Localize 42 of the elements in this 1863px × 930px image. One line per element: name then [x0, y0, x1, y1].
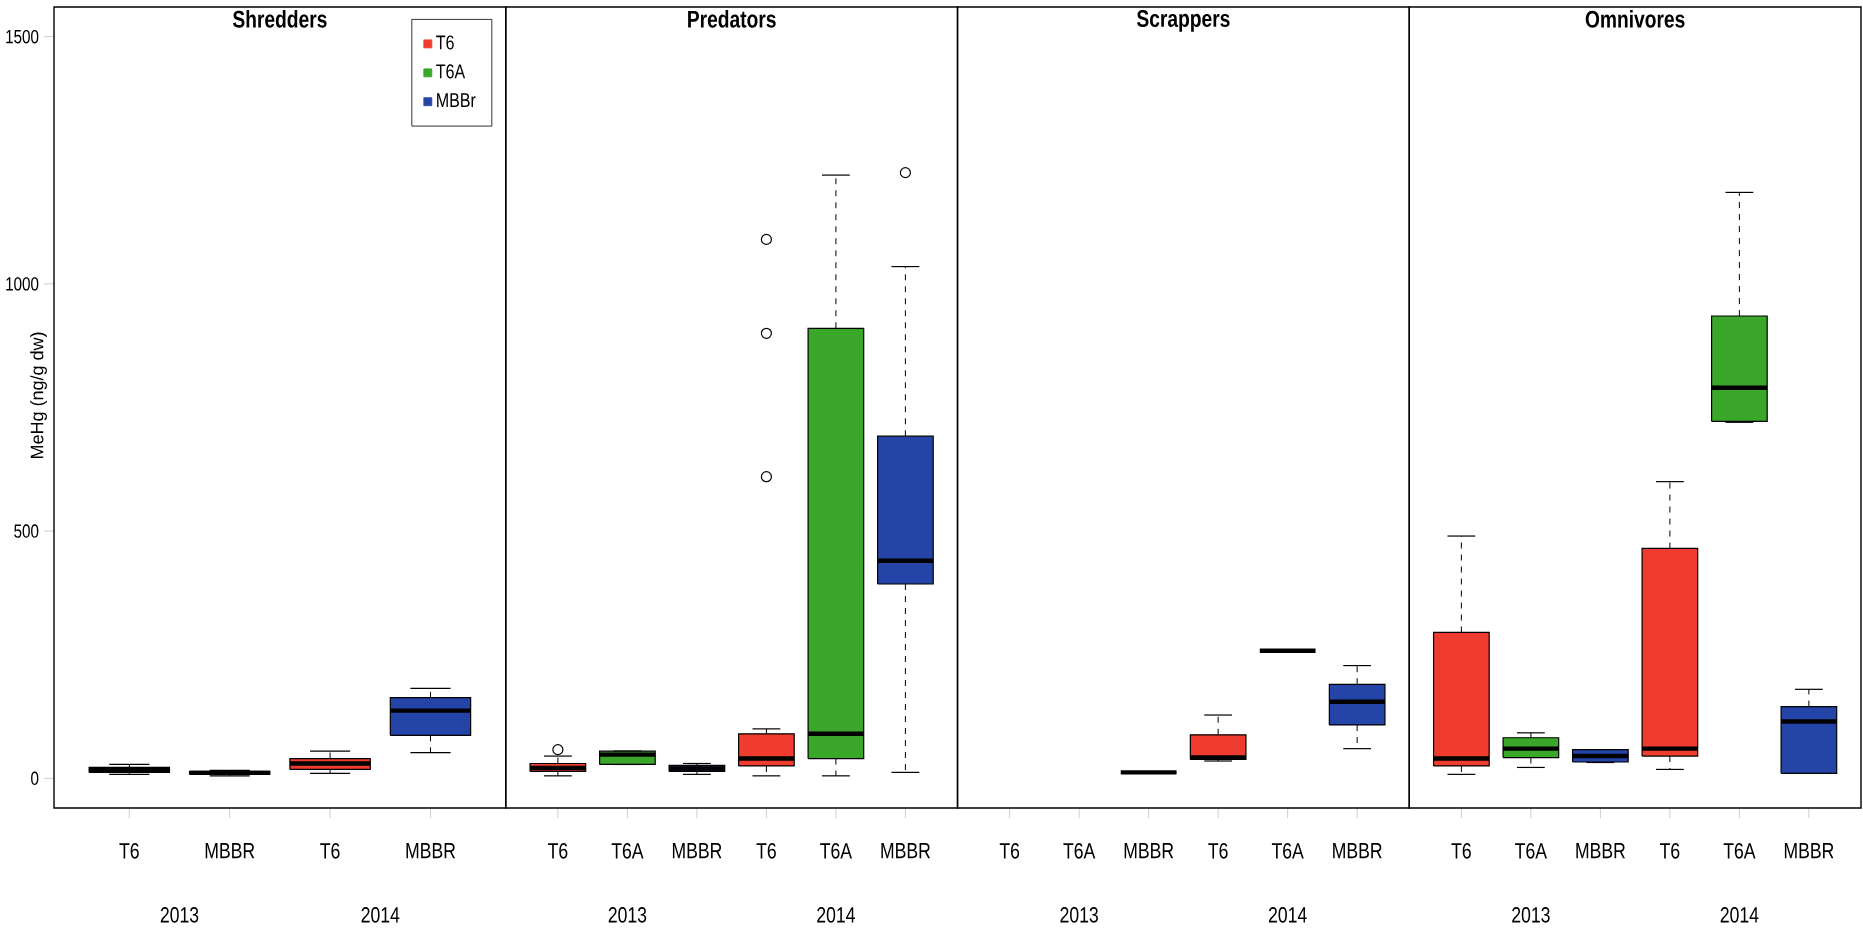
- text: 2014: [361, 907, 400, 923]
- y-tick-label: 500: [14, 524, 39, 538]
- chart-title: Predators: [688, 10, 776, 28]
- x-tick-label: T6A: [1063, 843, 1096, 859]
- x-tick-label: MBBR: [1333, 843, 1382, 859]
- x-tick-label: MBBR: [406, 843, 456, 859]
- legend-label: T6: [436, 35, 454, 50]
- x-tick-label: T6: [1451, 843, 1471, 859]
- x-tick-label: T6A: [1723, 843, 1756, 859]
- chart-title: Omnivores: [1585, 10, 1685, 28]
- x-tick-label: T6A: [611, 843, 644, 859]
- chart-title: Scrappers: [1137, 10, 1230, 32]
- x-tick-label: T6: [756, 843, 776, 859]
- x-tick-label: T6: [1208, 843, 1228, 859]
- x-tick-label: MBBR: [1124, 843, 1174, 859]
- x-tick-label: MBBR: [1576, 843, 1625, 859]
- legend-label: MBBr: [437, 93, 476, 108]
- chart-title: Shredders: [232, 10, 327, 28]
- x-tick-label: MBBR: [672, 843, 722, 859]
- y-tick-label: 1500: [6, 29, 39, 44]
- x-tick-label: T6: [1660, 843, 1680, 859]
- legend-label: T6A: [436, 64, 466, 79]
- x-tick-label: T6: [999, 843, 1020, 859]
- y-axis-title: MeHg (ng/g dw): [30, 332, 47, 458]
- x-tick-label: MBBR: [1784, 843, 1834, 859]
- x-tick-label: T6: [548, 843, 568, 859]
- text: 2013: [1512, 907, 1550, 923]
- text: 2014: [817, 907, 855, 923]
- y-tick-label: 0: [31, 771, 39, 786]
- text: 2013: [160, 907, 199, 923]
- text: 2013: [608, 907, 647, 923]
- text: 2014: [1720, 907, 1759, 923]
- x-tick-label: MBBR: [205, 843, 255, 859]
- text: 2014: [1268, 907, 1307, 923]
- x-tick-label: MBBR: [881, 843, 930, 859]
- x-tick-label: T6: [119, 843, 139, 859]
- x-tick-label: T6: [320, 843, 340, 859]
- y-tick-label: 1000: [6, 277, 39, 291]
- x-tick-label: T6A: [1515, 843, 1547, 859]
- x-tick-label: T6A: [1271, 843, 1304, 859]
- text: 2013: [1060, 907, 1098, 923]
- x-tick-label: T6A: [820, 843, 852, 859]
